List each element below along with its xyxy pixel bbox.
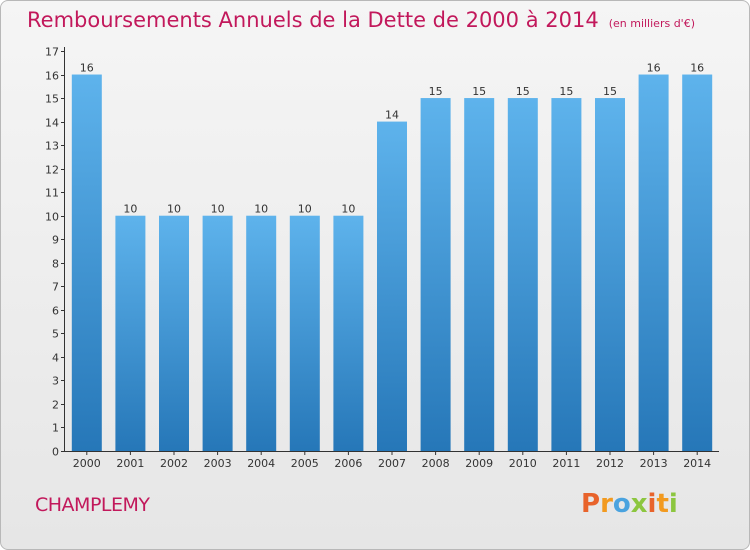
bar-2002 xyxy=(159,215,189,451)
data-label-2013: 16 xyxy=(647,62,661,75)
y-tick-label: 11 xyxy=(45,187,59,200)
data-label-2005: 10 xyxy=(298,203,312,216)
y-tick-label: 13 xyxy=(45,140,59,153)
x-tick-label-2014: 2014 xyxy=(683,457,711,470)
commune-name: CHAMPLEMY xyxy=(35,494,150,516)
x-tick-label-2008: 2008 xyxy=(422,457,450,470)
x-tick-label-2006: 2006 xyxy=(334,457,362,470)
data-label-2012: 15 xyxy=(603,85,617,98)
y-tick-label: 15 xyxy=(45,93,59,106)
data-label-2008: 15 xyxy=(429,85,443,98)
bar-2010 xyxy=(507,98,538,451)
bar-2009 xyxy=(464,98,495,451)
y-tick-label: 10 xyxy=(45,211,59,224)
data-label-2006: 10 xyxy=(341,203,355,216)
bar-2013 xyxy=(638,74,669,451)
x-tick-label-2000: 2000 xyxy=(73,457,101,470)
x-tick-label-2003: 2003 xyxy=(204,457,232,470)
y-tick-label: 14 xyxy=(45,117,59,130)
logo-letter: i xyxy=(647,489,657,519)
chart-title-text: Remboursements Annuels de la Dette de 20… xyxy=(27,8,599,32)
logo-letter: t xyxy=(656,489,669,519)
data-label-2000: 16 xyxy=(80,62,94,75)
x-tick-label-2002: 2002 xyxy=(160,457,188,470)
x-tick-label-2012: 2012 xyxy=(596,457,624,470)
x-tick-label-2013: 2013 xyxy=(640,457,668,470)
x-tick-label-2007: 2007 xyxy=(378,457,406,470)
data-label-2002: 10 xyxy=(167,203,181,216)
bar-2012 xyxy=(595,98,625,451)
chart-title: Remboursements Annuels de la Dette de 20… xyxy=(27,8,695,32)
bar-2004 xyxy=(246,215,277,451)
y-tick-label: 4 xyxy=(52,352,59,365)
data-label-2001: 10 xyxy=(123,203,137,216)
bar-2001 xyxy=(115,215,146,451)
y-tick-label: 3 xyxy=(52,375,59,388)
bar-2000 xyxy=(71,74,102,451)
y-tick-label: 16 xyxy=(45,70,59,83)
logo-letter: r xyxy=(600,489,613,519)
x-tick-label-2004: 2004 xyxy=(247,457,275,470)
y-tick-label: 0 xyxy=(52,446,59,459)
y-tick-label: 2 xyxy=(52,399,59,412)
bar-2011 xyxy=(551,98,582,451)
x-tick-label-2011: 2011 xyxy=(552,457,580,470)
data-label-2010: 15 xyxy=(516,85,530,98)
y-tick-label: 6 xyxy=(52,305,59,318)
bar-2003 xyxy=(202,215,233,451)
y-tick-label: 8 xyxy=(52,258,59,271)
data-label-2007: 14 xyxy=(385,109,399,122)
bar-2007 xyxy=(377,121,407,452)
bar-2008 xyxy=(420,98,451,451)
x-tick-label-2005: 2005 xyxy=(291,457,319,470)
bar-2006 xyxy=(333,215,364,451)
logo-letter: i xyxy=(668,489,678,519)
data-label-2004: 10 xyxy=(254,203,268,216)
y-tick-label: 12 xyxy=(45,164,59,177)
logo-letter: o xyxy=(612,489,631,519)
x-tick-label-2010: 2010 xyxy=(509,457,537,470)
y-tick-label: 7 xyxy=(52,281,59,294)
y-tick-label: 5 xyxy=(52,328,59,341)
bar-2014 xyxy=(682,74,713,451)
data-label-2014: 16 xyxy=(690,62,704,75)
data-label-2009: 15 xyxy=(472,85,486,98)
bar-2005 xyxy=(289,215,320,451)
chart-unit: (en milliers d'€) xyxy=(608,17,695,30)
logo-letter: P xyxy=(581,489,601,519)
data-label-2003: 10 xyxy=(211,203,225,216)
y-tick-label: 9 xyxy=(52,234,59,247)
y-tick-label: 1 xyxy=(52,422,59,435)
x-tick-label-2009: 2009 xyxy=(465,457,493,470)
proxiti-logo: Proxiti xyxy=(581,489,678,519)
data-label-2011: 15 xyxy=(559,85,573,98)
x-tick-label-2001: 2001 xyxy=(116,457,144,470)
logo-letter: x xyxy=(630,489,648,519)
y-tick-label: 17 xyxy=(45,46,59,59)
